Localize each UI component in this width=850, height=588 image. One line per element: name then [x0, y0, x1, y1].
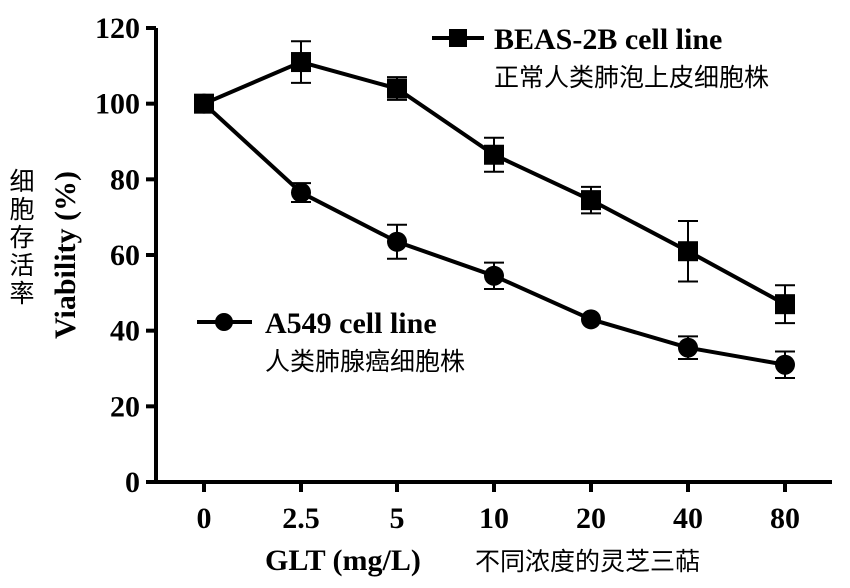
- data-point-square: [484, 144, 504, 165]
- x-tick-label: 80: [770, 502, 800, 535]
- legend-a549-label-cn: 人类肺腺癌细胞株: [265, 347, 465, 376]
- data-point-circle: [194, 93, 214, 114]
- data-point-circle: [775, 354, 795, 375]
- data-point-circle: [581, 309, 601, 330]
- series-layer: [194, 40, 795, 379]
- x-tick-label: 20: [576, 502, 606, 535]
- x-tick-label: 2.5: [282, 502, 320, 535]
- legend-beas-2b-marker: [449, 29, 467, 47]
- x-tick-label: 5: [390, 502, 405, 535]
- y-tick-label: 120: [95, 12, 140, 45]
- x-tick-label: 40: [673, 502, 703, 535]
- y-tick-label: 80: [110, 163, 140, 196]
- y-ticks: 0 20 40 60 80 100 120: [95, 12, 156, 499]
- x-ticks: 0 2.5 5 10 20 40 80: [197, 482, 800, 535]
- data-point-square: [291, 52, 311, 73]
- series-beas-2b: [194, 40, 795, 325]
- data-point-square: [387, 78, 407, 99]
- series-a549: [194, 93, 795, 379]
- x-axis-label-cn: 不同浓度的灵芝三萜: [475, 547, 700, 576]
- legend-a549-label: A549 cell line: [265, 307, 437, 340]
- data-point-circle: [387, 231, 407, 252]
- data-point-square: [678, 241, 698, 262]
- y-axis-label: Viability (%): [49, 171, 82, 339]
- y-tick-label: 20: [110, 390, 140, 423]
- data-point-circle: [484, 265, 504, 286]
- legend-beas-2b-label-cn: 正常人类肺泡上皮细胞株: [494, 63, 769, 92]
- y-tick-label: 0: [125, 466, 140, 499]
- y-tick-label: 40: [110, 315, 140, 348]
- x-tick-label: 10: [479, 502, 509, 535]
- axes: [154, 28, 832, 484]
- y-tick-label: 60: [110, 239, 140, 272]
- data-point-square: [775, 294, 795, 315]
- x-tick-label: 0: [197, 502, 212, 535]
- y-tick-label: 100: [95, 88, 140, 121]
- y-axis-label-cn: 细胞存活率: [9, 167, 34, 308]
- legend-a549-marker: [215, 313, 233, 331]
- legend-beas-2b-label: BEAS-2B cell line: [494, 23, 722, 56]
- legend-a549: A549 cell line 人类肺腺癌细胞株: [197, 307, 465, 376]
- data-point-circle: [678, 337, 698, 358]
- data-point-circle: [291, 182, 311, 203]
- x-axis-label: GLT (mg/L): [265, 544, 421, 577]
- data-point-square: [581, 190, 601, 211]
- legend-beas-2b: BEAS-2B cell line 正常人类肺泡上皮细胞株: [432, 23, 769, 92]
